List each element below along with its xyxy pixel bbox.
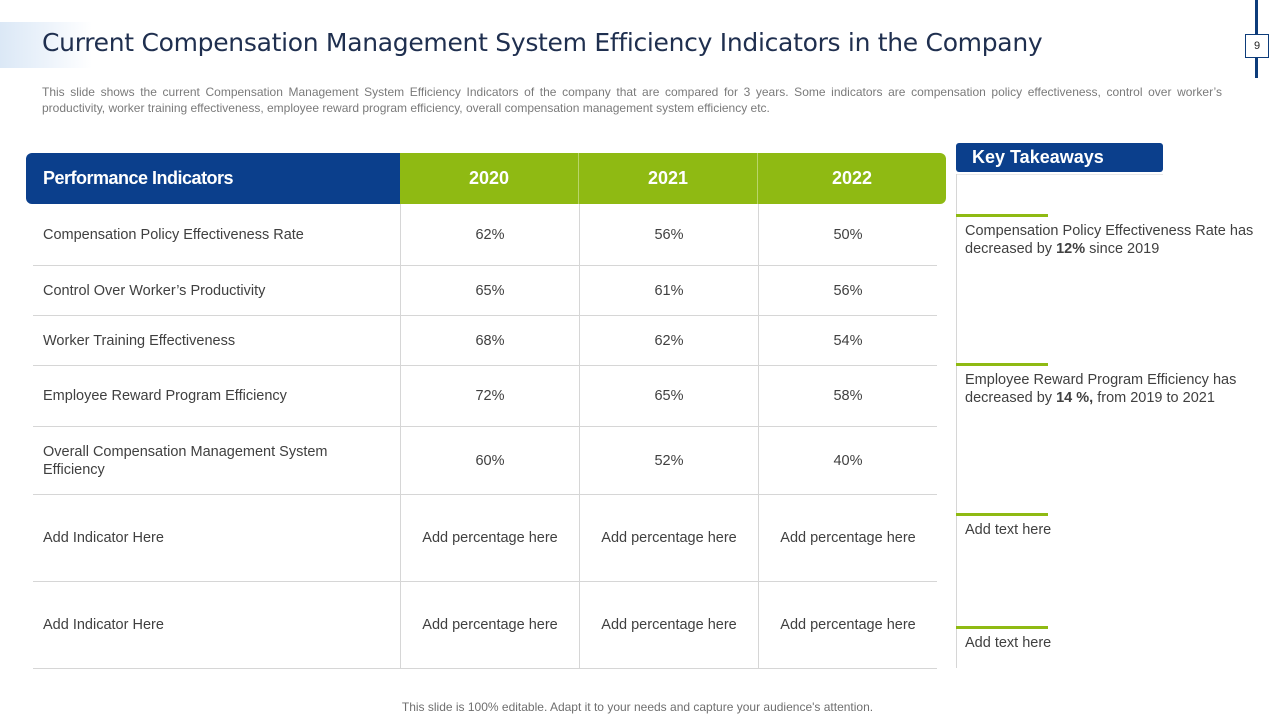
indicator-cell: Compensation Policy Effectiveness Rate: [43, 226, 304, 243]
header-year-2021: 2021: [579, 153, 758, 204]
header-year-2020: 2020: [400, 153, 579, 204]
table-row: Control Over Worker’s Productivity 65% 6…: [33, 266, 937, 316]
takeaway-accent-bar: [956, 513, 1048, 516]
takeaway-accent-bar: [956, 363, 1048, 366]
takeaway-accent-bar: [956, 214, 1048, 217]
value-cell-2021: 52%: [579, 427, 758, 494]
value-cell-2021: 56%: [579, 204, 758, 265]
value-cell-2021: Add percentage here: [579, 582, 758, 668]
value-cell-2022: 54%: [758, 316, 937, 365]
value-cell-2022: Add percentage here: [758, 582, 937, 668]
key-takeaways-header: Key Takeaways: [956, 143, 1163, 172]
table-row: Employee Reward Program Efficiency 72% 6…: [33, 366, 937, 427]
takeaway-text: Add text here: [965, 521, 1255, 539]
takeaway-text: Compensation Policy Effectiveness Rate h…: [965, 222, 1255, 258]
value-cell-2022: 58%: [758, 366, 937, 426]
value-cell-2021: 65%: [579, 366, 758, 426]
takeaway-highlight: 14 %,: [1056, 390, 1094, 406]
value-cell-2022: Add percentage here: [758, 495, 937, 581]
page-number: 9: [1245, 34, 1269, 58]
page-title: Current Compensation Management System E…: [42, 28, 1043, 57]
takeaway-text: Employee Reward Program Efficiency has d…: [965, 371, 1255, 407]
table-row: Add Indicator Here Add percentage here A…: [33, 582, 937, 669]
table-row: Compensation Policy Effectiveness Rate 6…: [33, 204, 937, 266]
takeaway-text-part: since 2019: [1085, 241, 1160, 257]
indicator-cell: Worker Training Effectiveness: [43, 332, 236, 349]
value-cell-2021: 61%: [579, 266, 758, 315]
value-cell-2020: Add percentage here: [400, 582, 579, 668]
takeaway-text-part: from 2019 to 2021: [1093, 390, 1215, 406]
indicators-table: Performance Indicators 2020 2021 2022 Co…: [26, 153, 946, 669]
slide-footer: This slide is 100% editable. Adapt it to…: [401, 700, 874, 714]
indicator-cell: Control Over Worker’s Productivity: [43, 282, 266, 299]
takeaway-text-part: Compensation Policy Effectiveness Rate h…: [965, 223, 1254, 257]
title-accent: [0, 22, 92, 68]
value-cell-2022: 50%: [758, 204, 937, 265]
value-cell-2021: 62%: [579, 316, 758, 365]
slide-description: This slide shows the current Compensatio…: [42, 85, 1222, 115]
value-cell-2020: Add percentage here: [400, 495, 579, 581]
takeaway-text-part: Add text here: [965, 635, 1052, 651]
header-year-2022: 2022: [758, 153, 946, 204]
value-cell-2020: 72%: [400, 366, 579, 426]
value-cell-2022: 56%: [758, 266, 937, 315]
indicator-cell: Add Indicator Here: [43, 617, 164, 633]
key-takeaways-divider: [956, 174, 1163, 175]
table-row: Overall Compensation Management System E…: [33, 427, 937, 495]
value-cell-2020: 62%: [400, 204, 579, 265]
takeaway-text: Add text here: [965, 634, 1255, 652]
value-cell-2020: 68%: [400, 316, 579, 365]
indicator-cell: Employee Reward Program Efficiency: [43, 388, 287, 404]
value-cell-2022: 40%: [758, 427, 937, 494]
value-cell-2020: 65%: [400, 266, 579, 315]
value-cell-2021: Add percentage here: [579, 495, 758, 581]
header-performance-indicators: Performance Indicators: [26, 153, 400, 204]
indicator-cell: Add Indicator Here: [43, 530, 164, 546]
table-header: Performance Indicators 2020 2021 2022: [26, 153, 946, 204]
table-row: Add Indicator Here Add percentage here A…: [33, 495, 937, 582]
key-takeaways-border: [956, 174, 957, 668]
indicator-cell: Overall Compensation Management System E…: [43, 443, 328, 478]
table-row: Worker Training Effectiveness 68% 62% 54…: [33, 316, 937, 366]
takeaway-highlight: 12%: [1056, 241, 1086, 257]
takeaway-text-part: Add text here: [965, 522, 1052, 538]
takeaway-accent-bar: [956, 626, 1048, 629]
value-cell-2020: 60%: [400, 427, 579, 494]
takeaway-text-part: Employee Reward Program Efficiency has d…: [965, 372, 1237, 406]
